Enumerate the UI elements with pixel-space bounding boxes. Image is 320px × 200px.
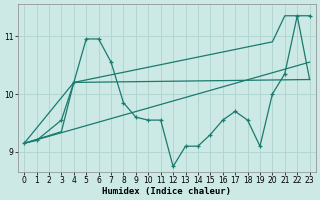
X-axis label: Humidex (Indice chaleur): Humidex (Indice chaleur) <box>102 187 231 196</box>
